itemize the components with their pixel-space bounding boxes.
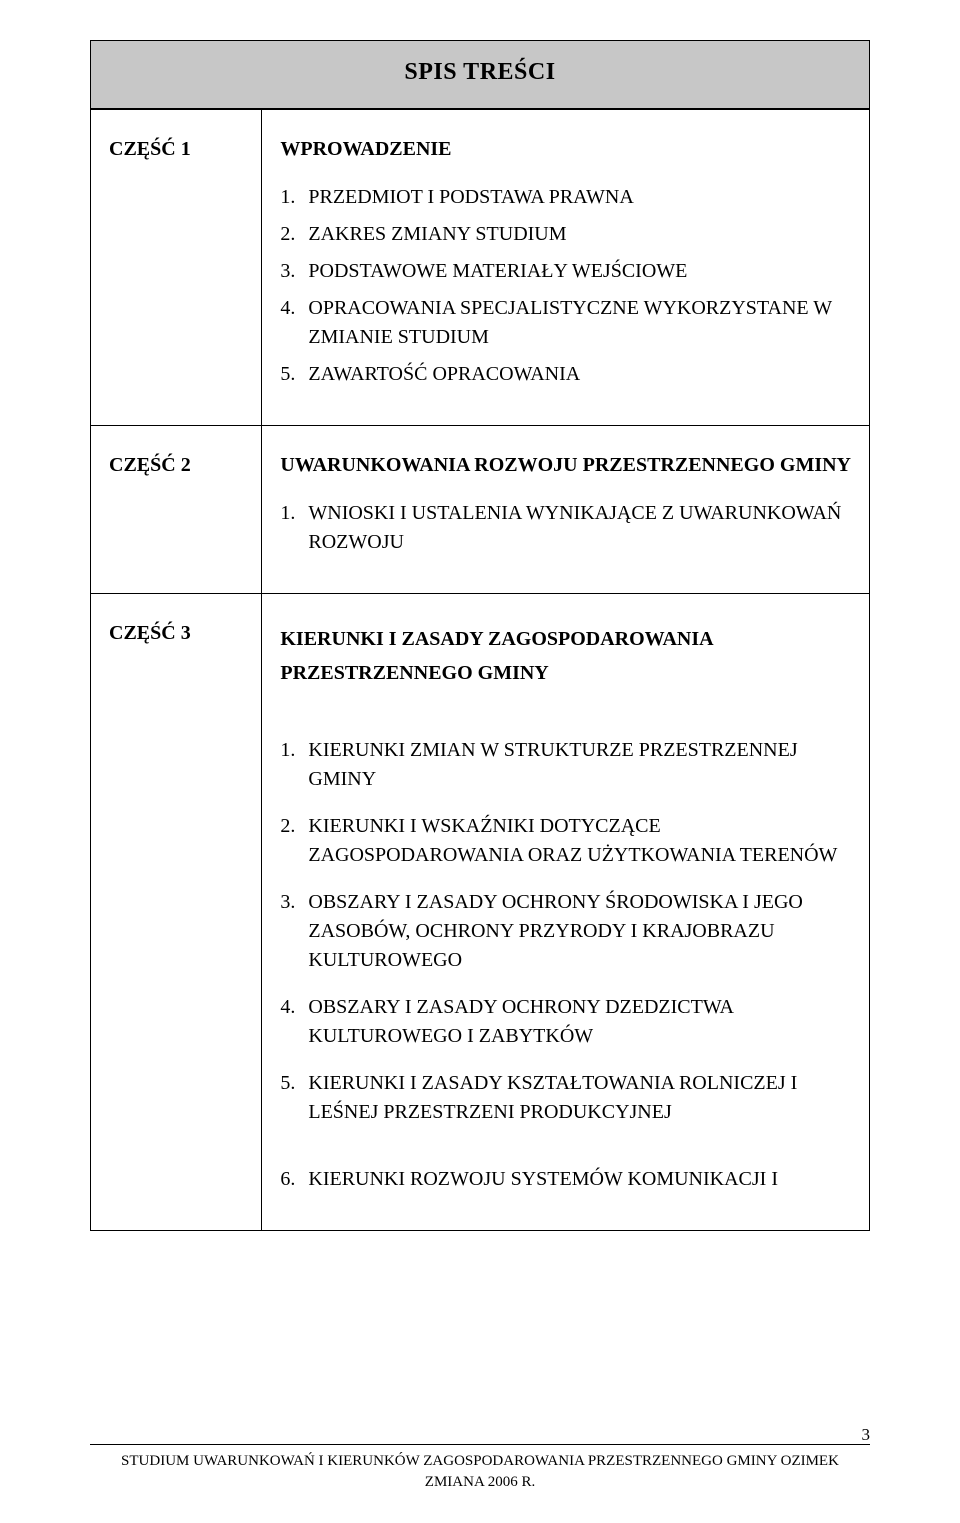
part-1-items: 1.PRZEDMIOT I PODSTAWA PRAWNA 2.ZAKRES Z… — [280, 183, 851, 389]
part-2-label: CZĘŚĆ 2 — [91, 426, 262, 594]
toc-table: CZĘŚĆ 1 WPROWADZENIE 1.PRZEDMIOT I PODST… — [90, 109, 870, 1231]
part-3-body: KIERUNKI I ZASADY ZAGOSPODAROWANIA PRZES… — [262, 594, 870, 1231]
part-2-body: UWARUNKOWANIA ROZWOJU PRZESTRZENNEGO GMI… — [262, 426, 870, 594]
part-2-heading: UWARUNKOWANIA ROZWOJU PRZESTRZENNEGO GMI… — [280, 454, 851, 477]
part-3-label: CZĘŚĆ 3 — [91, 594, 262, 1231]
page-footer: 3 STUDIUM UWARUNKOWAŃ I KIERUNKÓW ZAGOSP… — [90, 1444, 870, 1493]
footer-line-2: ZMIANA 2006 R. — [90, 1472, 870, 1493]
part-1-heading: WPROWADZENIE — [280, 138, 851, 161]
footer-line-1: STUDIUM UWARUNKOWAŃ I KIERUNKÓW ZAGOSPOD… — [90, 1451, 870, 1472]
part-1-label: CZĘŚĆ 1 — [91, 110, 262, 426]
part-2-items: 1.WNIOSKI I USTALENIA WYNIKAJĄCE Z UWARU… — [280, 499, 851, 557]
part-3-heading: KIERUNKI I ZASADY ZAGOSPODAROWANIA PRZES… — [280, 622, 851, 690]
part-3-items: 1.KIERUNKI ZMIAN W STRUKTURZE PRZESTRZEN… — [280, 736, 851, 1194]
page-number: 3 — [862, 1425, 871, 1445]
page-title: SPIS TREŚCI — [90, 40, 870, 109]
part-1-body: WPROWADZENIE 1.PRZEDMIOT I PODSTAWA PRAW… — [262, 110, 870, 426]
